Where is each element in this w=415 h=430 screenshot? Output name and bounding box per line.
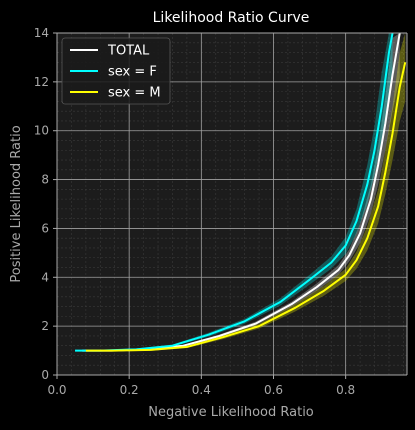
y-tick-label: 14: [34, 26, 49, 40]
chart-title: Likelihood Ratio Curve: [153, 10, 310, 26]
x-tick-label: 0.6: [264, 383, 283, 397]
series-line: [85, 62, 407, 352]
y-tick-label: 12: [34, 75, 49, 89]
legend-label: sex = M: [108, 86, 161, 101]
series-line: [82, 33, 401, 352]
series-lines: [75, 33, 407, 352]
legend-box: [61, 37, 171, 105]
legend-label: TOTAL: [107, 44, 150, 59]
legend-label: sex = F: [108, 65, 157, 80]
y-tick-label: 10: [34, 124, 49, 138]
x-tick-label: 0.8: [336, 383, 355, 397]
y-tick-label: 4: [41, 270, 49, 284]
y-tick-label: 0: [41, 368, 49, 382]
x-tick-label: 0.0: [47, 383, 66, 397]
x-tick-label: 0.4: [192, 383, 211, 397]
legend: TOTAL sex = F sex = M: [61, 37, 171, 105]
y-tick-label: 8: [41, 173, 49, 187]
y-tick-label: 2: [41, 319, 49, 333]
x-tick-label: 0.2: [120, 383, 139, 397]
tick-labels: 0.0 0.2 0.4 0.6 0.8 0 2 4 6 8 10 12 14: [34, 26, 355, 397]
y-axis-label: Positive Likelihood Ratio: [9, 125, 24, 282]
x-axis-label: Negative Likelihood Ratio: [148, 405, 314, 420]
axes: [56, 32, 408, 376]
series-line: [75, 33, 394, 352]
y-tick-label: 6: [41, 221, 49, 235]
